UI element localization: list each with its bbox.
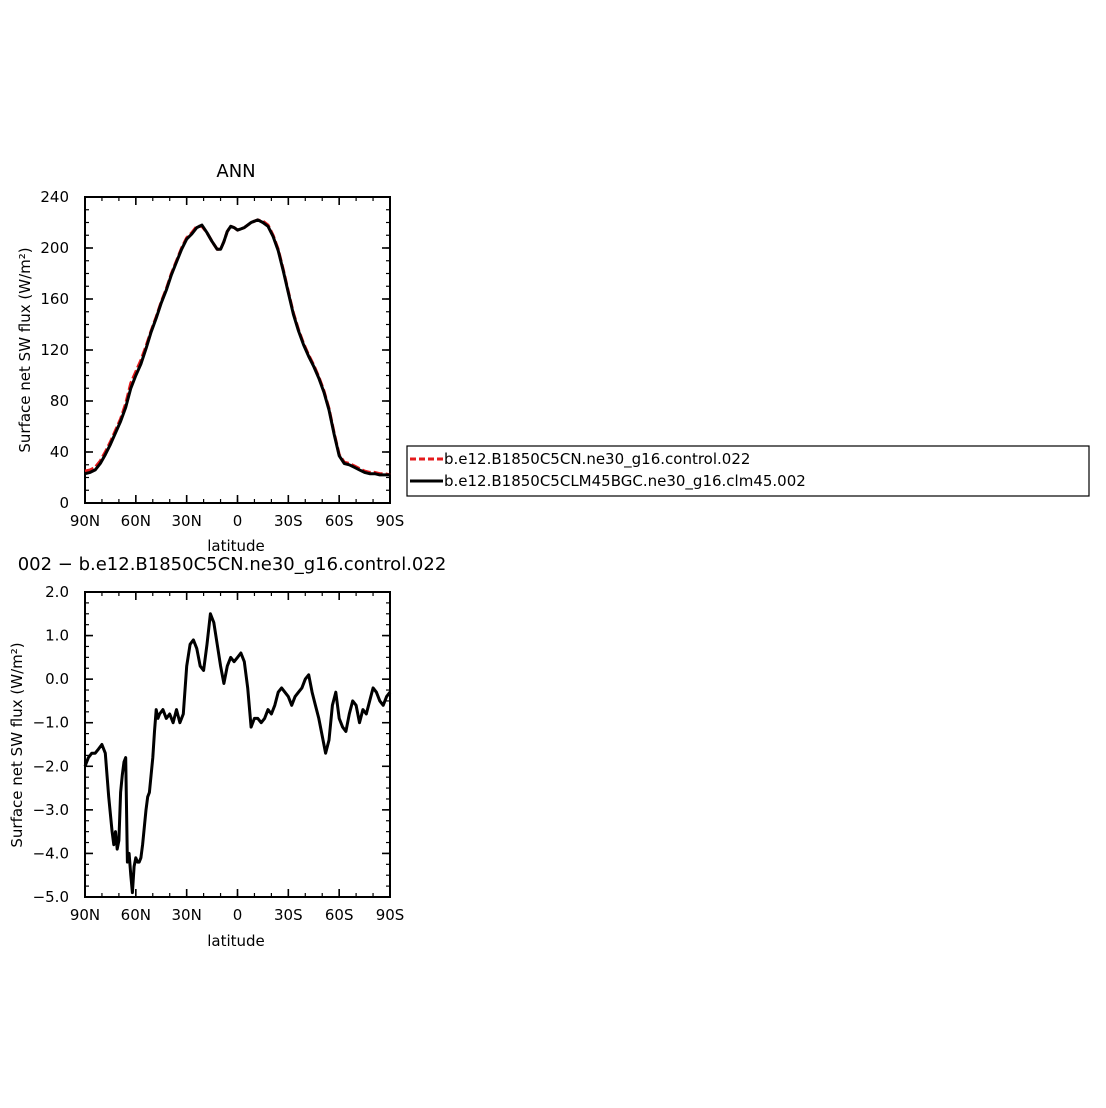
- bottom-x-tick-label: 60N: [121, 906, 151, 924]
- top-series-line-0: [84, 218, 391, 477]
- legend: b.e12.B1850C5CN.ne30_g16.control.022 b.e…: [406, 445, 1090, 497]
- bottom-y-tick-label: 1.0: [45, 627, 69, 645]
- bottom-panel-title: 002 − b.e12.B1850C5CN.ne30_g16.control.0…: [18, 554, 447, 575]
- top-x-tick-label: 30N: [172, 512, 202, 530]
- bottom-x-tick-label: 30S: [274, 906, 303, 924]
- top-x-tick-label: 0: [233, 512, 243, 530]
- top-panel-title: ANN: [216, 161, 255, 182]
- top-y-tick-label: 40: [50, 443, 69, 461]
- top-x-tick-label: 90S: [376, 512, 405, 530]
- top-x-tick-label: 90N: [70, 512, 100, 530]
- top-panel: ANN 90N 60N 30N 0 30S 60S 90S 0 40 80 120 160 200 240…: [16, 161, 404, 555]
- bottom-panel: 002 − b.e12.B1850C5CN.ne30_g16.control.0…: [8, 554, 446, 950]
- bottom-y-axis-label: Surface net SW flux (W/m²): [8, 642, 26, 847]
- bottom-plot-frame: [84, 591, 391, 898]
- bottom-x-tick-label: 60S: [325, 906, 354, 924]
- top-y-tick-label: 200: [40, 239, 69, 257]
- bottom-x-tick-label: 0: [233, 906, 243, 924]
- bottom-y-tick-label: −5.0: [33, 888, 69, 906]
- top-y-tick-label: 120: [40, 341, 69, 359]
- bottom-y-tick-label: −2.0: [33, 757, 69, 775]
- top-x-axis-label: latitude: [207, 537, 265, 555]
- bottom-y-tick-label: 2.0: [45, 583, 69, 601]
- top-y-axis-label: Surface net SW flux (W/m²): [16, 247, 34, 452]
- bottom-x-axis-label: latitude: [207, 932, 265, 950]
- top-x-tick-label: 60S: [325, 512, 354, 530]
- bottom-y-tick-label: −1.0: [33, 714, 69, 732]
- top-series-line-1: [84, 218, 390, 477]
- bottom-y-tick-label: −3.0: [33, 801, 69, 819]
- legend-label-control: b.e12.B1850C5CN.ne30_g16.control.022: [444, 450, 750, 469]
- top-y-tick-label: 160: [40, 290, 69, 308]
- top-x-tick-label: 30S: [274, 512, 303, 530]
- bottom-y-tick-label: −4.0: [33, 844, 69, 862]
- top-plot-frame: [84, 196, 391, 504]
- top-y-tick-label: 80: [50, 392, 69, 410]
- bottom-y-tick-label: 0.0: [45, 670, 69, 688]
- top-x-tick-label: 60N: [121, 512, 151, 530]
- bottom-x-tick-label: 90N: [70, 906, 100, 924]
- top-y-tick-label: 240: [40, 188, 69, 206]
- legend-label-clm45: b.e12.B1850C5CLM45BGC.ne30_g16.clm45.002: [444, 472, 806, 491]
- bottom-x-tick-label: 90S: [376, 906, 405, 924]
- legend-box: [406, 445, 1090, 497]
- bottom-x-tick-label: 30N: [172, 906, 202, 924]
- bottom-series-line-0: [83, 612, 392, 895]
- top-y-tick-label: 0: [59, 494, 69, 512]
